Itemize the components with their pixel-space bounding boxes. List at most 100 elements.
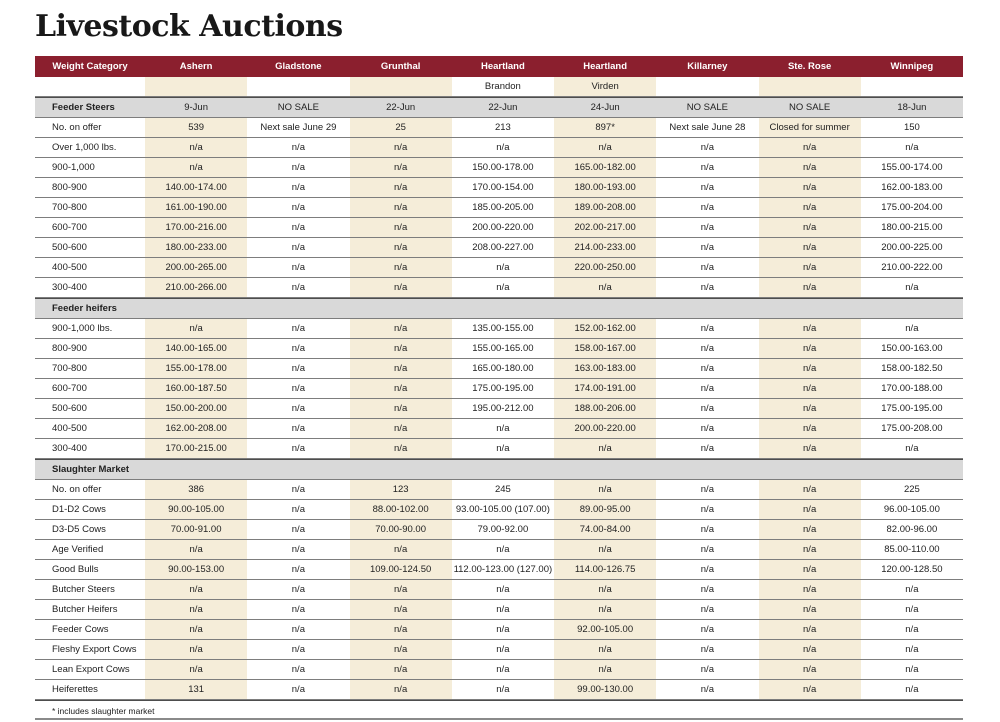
page-title: Livestock Auctions (35, 9, 343, 44)
price-cell: n/a (758, 218, 861, 237)
table-footnote: * includes slaughter market (35, 700, 963, 720)
price-cell: n/a (145, 138, 248, 157)
price-cell: 150.00-200.00 (145, 399, 248, 418)
price-cell: n/a (905, 323, 919, 334)
price-cell: 90.00-105.00 (145, 500, 248, 519)
price-cell: 89.00-95.00 (554, 500, 657, 519)
price-cell: 70.00-91.00 (145, 520, 248, 539)
row-label: Fleshy Export Cows (52, 644, 137, 655)
row-label: 800-900 (52, 182, 87, 193)
price-cell: n/a (496, 644, 510, 655)
price-cell: 165.00-180.00 (472, 363, 534, 374)
price-cell: n/a (758, 258, 861, 277)
price-cell: n/a (905, 443, 919, 454)
location-sublabel (861, 77, 963, 96)
sale-date-cell (350, 460, 452, 479)
price-cell: n/a (758, 640, 861, 659)
price-cell: 158.00-182.50 (881, 363, 943, 374)
sale-date-cell (759, 460, 861, 479)
row-label: 700-800 (52, 202, 87, 213)
data-row: Lean Export Cows n/a n/a n/a n/a n/a n/a n/a n/a (35, 660, 963, 680)
price-cell: 202.00-217.00 (554, 218, 657, 237)
price-cell: 195.00-212.00 (472, 403, 534, 414)
row-label: D3-D5 Cows (52, 524, 106, 535)
column-header: Ashern (145, 56, 248, 77)
price-cell: 170.00-216.00 (145, 218, 248, 237)
row-label: 500-600 (52, 242, 87, 253)
price-cell: 170.00-154.00 (472, 182, 534, 193)
price-cell: 74.00-84.00 (554, 520, 657, 539)
price-cell: n/a (291, 182, 305, 193)
price-cell: 82.00-96.00 (886, 524, 938, 535)
price-cell: n/a (700, 242, 714, 253)
price-cell: n/a (554, 640, 657, 659)
price-cell: 96.00-105.00 (883, 504, 940, 515)
price-cell: n/a (349, 640, 452, 659)
price-cell: n/a (554, 480, 657, 499)
price-cell: n/a (496, 604, 510, 615)
row-label: 500-600 (52, 403, 87, 414)
data-row: 500-600 150.00-200.00 n/a n/a 195.00-212.00 1… (35, 399, 963, 419)
price-cell: 131 (145, 680, 248, 699)
column-header: Weight Category (35, 56, 145, 77)
price-cell: n/a (496, 664, 510, 675)
price-cell: 175.00-208.00 (881, 423, 943, 434)
price-cell: n/a (700, 343, 714, 354)
price-cell: n/a (291, 383, 305, 394)
price-cell: 180.00-215.00 (881, 222, 943, 233)
price-cell: n/a (349, 218, 452, 237)
price-cell: n/a (349, 258, 452, 277)
row-label: D1-D2 Cows (52, 504, 106, 515)
price-cell: n/a (145, 640, 248, 659)
price-cell: n/a (554, 138, 657, 157)
row-label: 300-400 (52, 282, 87, 293)
data-row: Heiferettes 131 n/a n/a n/a 99.00-130.00 n/a n/… (35, 680, 963, 700)
price-cell: n/a (145, 580, 248, 599)
sale-date-cell (247, 460, 349, 479)
sale-date-cell (145, 460, 247, 479)
section-row: Feeder heifers (35, 298, 963, 319)
price-cell: n/a (349, 580, 452, 599)
section-label: Feeder heifers (52, 303, 117, 314)
location-sublabel (758, 77, 861, 96)
price-cell: n/a (291, 242, 305, 253)
sale-date-cell: 22-Jun (386, 102, 416, 113)
price-cell: 220.00-250.00 (554, 258, 657, 277)
data-row: 900-1,000 n/a n/a n/a 150.00-178.00 165.00-18… (35, 158, 963, 178)
sale-date-cell: NO SALE (789, 102, 831, 113)
price-cell: n/a (905, 604, 919, 615)
price-cell: 162.00-208.00 (145, 419, 248, 438)
section-row: Feeder Steers 9-Jun NO SALE 22-Jun 22-Jun 24-… (35, 97, 963, 118)
price-cell: n/a (291, 484, 305, 495)
price-cell: n/a (349, 359, 452, 378)
price-cell: n/a (905, 282, 919, 293)
data-row: No. on offer 539 Next sale June 29 25 213 897… (35, 118, 963, 138)
data-row: 700-800 161.00-190.00 n/a n/a 185.00-205.00 1… (35, 198, 963, 218)
price-cell: n/a (145, 620, 248, 639)
sale-date-cell (145, 299, 247, 318)
data-row: 900-1,000 lbs. n/a n/a n/a 135.00-155.00 152.… (35, 319, 963, 339)
price-cell: n/a (496, 443, 510, 454)
location-sublabel (349, 77, 452, 96)
price-cell: 208.00-227.00 (472, 242, 534, 253)
row-label: 900-1,000 lbs. (52, 323, 113, 334)
price-cell: 200.00-220.00 (472, 222, 534, 233)
data-row: Age Verified n/a n/a n/a n/a n/a n/a n/a 85.00-1… (35, 540, 963, 560)
data-row: 400-500 162.00-208.00 n/a n/a n/a 200.00-220.… (35, 419, 963, 439)
price-cell: 88.00-102.00 (349, 500, 452, 519)
sale-date-cell: 9-Jun (184, 102, 208, 113)
price-cell: 114.00-126.75 (554, 560, 657, 579)
data-row: 700-800 155.00-178.00 n/a n/a 165.00-180.00 1… (35, 359, 963, 379)
price-cell: n/a (758, 158, 861, 177)
price-cell: n/a (291, 664, 305, 675)
data-row: Over 1,000 lbs. n/a n/a n/a n/a n/a n/a n/a n/a (35, 138, 963, 158)
data-row: 800-900 140.00-174.00 n/a n/a 170.00-154.00 1… (35, 178, 963, 198)
price-cell: n/a (758, 620, 861, 639)
price-cell: n/a (758, 178, 861, 197)
price-cell: n/a (145, 600, 248, 619)
price-cell: n/a (758, 339, 861, 358)
column-header: Grunthal (349, 56, 452, 77)
data-row: Butcher Heifers n/a n/a n/a n/a n/a n/a n/a n/a (35, 600, 963, 620)
price-cell: 150 (903, 122, 920, 133)
price-cell: n/a (496, 142, 510, 153)
